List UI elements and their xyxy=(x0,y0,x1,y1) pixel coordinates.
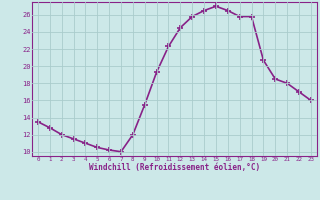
X-axis label: Windchill (Refroidissement éolien,°C): Windchill (Refroidissement éolien,°C) xyxy=(89,163,260,172)
